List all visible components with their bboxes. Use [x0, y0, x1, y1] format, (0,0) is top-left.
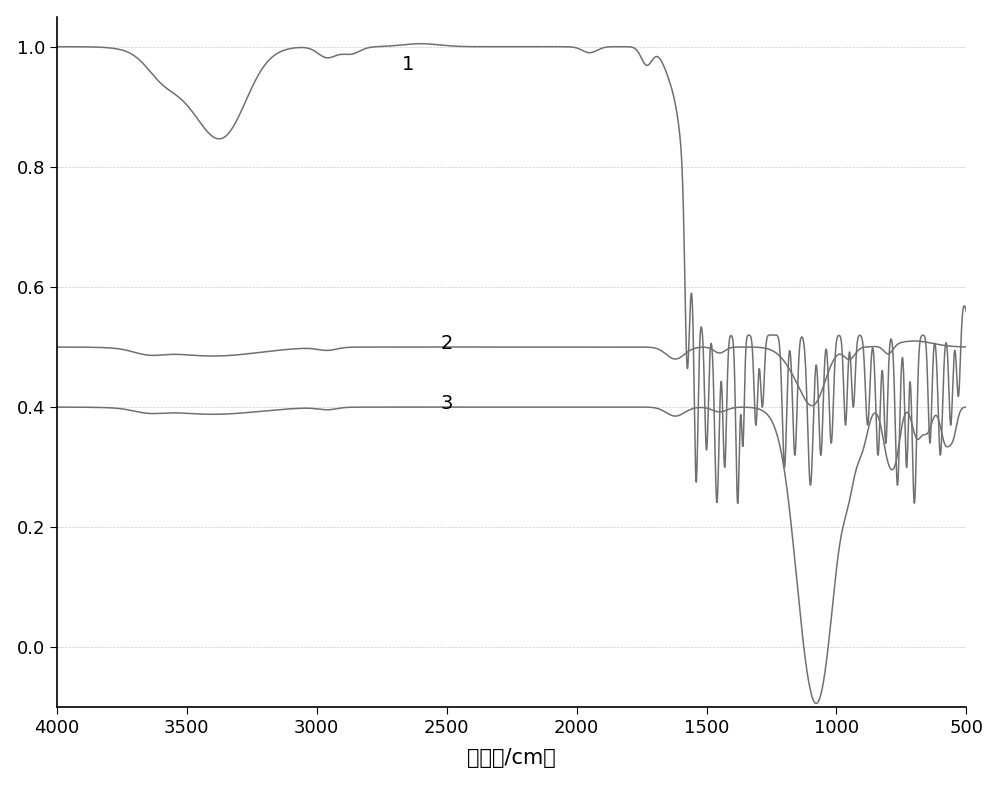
Text: 3: 3	[441, 394, 453, 413]
X-axis label: 波数（/cm）: 波数（/cm）	[467, 748, 556, 769]
Text: 2: 2	[441, 334, 453, 353]
Text: 1: 1	[402, 55, 414, 75]
